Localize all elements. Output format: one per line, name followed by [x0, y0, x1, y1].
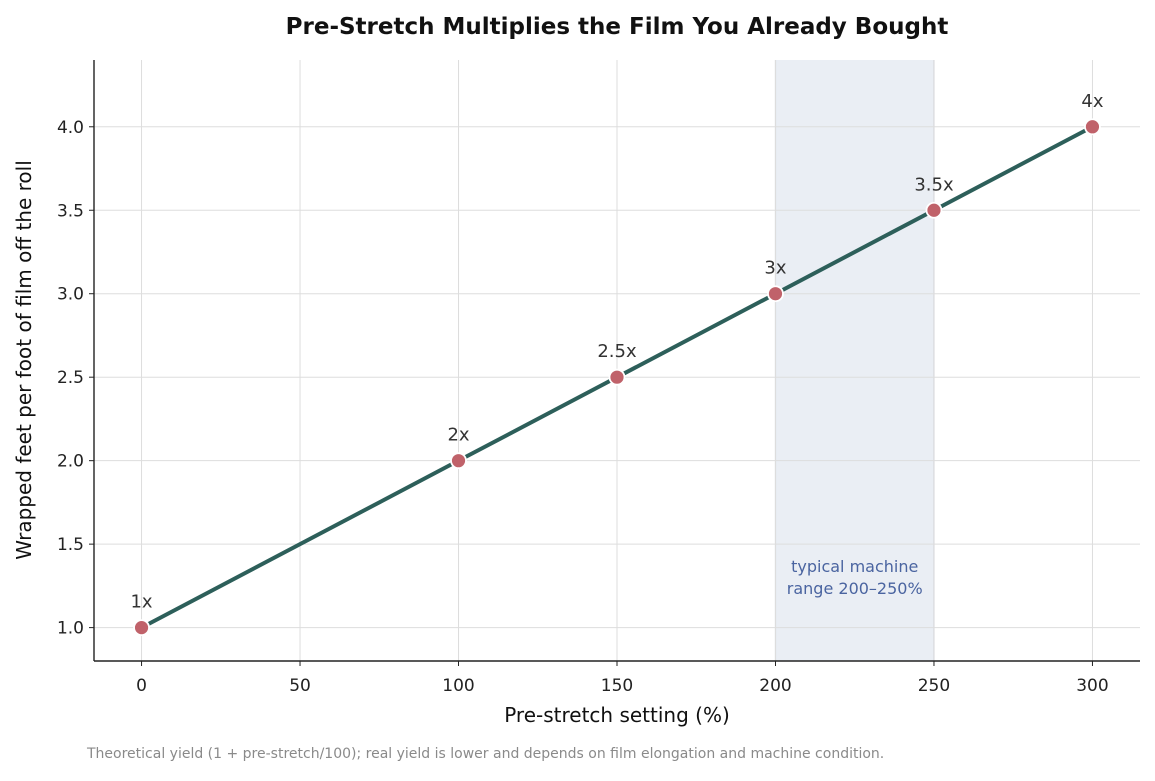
- y-axis-label: Wrapped feet per foot of film off the ro…: [12, 160, 36, 560]
- x-tick-label: 0: [136, 676, 147, 696]
- x-axis-label: Pre-stretch setting (%): [504, 703, 730, 727]
- highlight-band: [775, 60, 934, 661]
- band-label: range 200–250%: [787, 579, 923, 598]
- y-tick-label: 1.5: [57, 535, 84, 555]
- x-tick-label: 100: [442, 676, 474, 696]
- data-label: 2x: [447, 425, 469, 446]
- highlight-band-layer: typical machine range 200–250%: [774, 60, 935, 661]
- y-tick-label: 2.0: [57, 452, 84, 472]
- axes-layer: 0 50 100 150 200 250 300 1.0 1.5 2.0 2.5 3.0 3.5 4.0: [57, 60, 1140, 696]
- data-point: [450, 452, 467, 470]
- y-tick-label: 3.5: [57, 201, 84, 221]
- y-tick-label: 4.0: [57, 118, 84, 138]
- band-label: typical machine: [791, 557, 918, 576]
- y-tick-label: 2.5: [57, 368, 84, 388]
- chart-caption: Theoretical yield (1 + pre-stretch/100);…: [87, 746, 885, 762]
- data-point: [133, 619, 150, 637]
- data-point: [608, 368, 626, 386]
- series-line: [139, 124, 1095, 630]
- x-tick-label: 150: [601, 676, 633, 696]
- x-tick-label: 300: [1076, 676, 1108, 696]
- data-label: 3.5x: [914, 174, 954, 195]
- y-tick-label: 1.0: [57, 619, 84, 639]
- x-tick-label: 250: [918, 676, 950, 696]
- grid-layer: [94, 60, 1140, 661]
- y-tick-label: 3.0: [57, 285, 84, 305]
- data-label: 4x: [1081, 91, 1103, 112]
- data-label: 1x: [130, 592, 152, 613]
- data-point: [925, 201, 943, 219]
- x-tick-label: 50: [289, 676, 311, 696]
- data-point: [1084, 118, 1101, 136]
- data-label: 2.5x: [597, 341, 637, 362]
- data-label: 3x: [764, 258, 786, 279]
- data-point: [767, 285, 784, 303]
- series-layer: [133, 118, 1101, 637]
- x-tick-label: 200: [759, 676, 791, 696]
- chart-title: Pre-Stretch Multiplies the Film You Alre…: [286, 14, 949, 40]
- data-label-layer: 1x 2x 2.5x 3x 3.5x 4x: [130, 91, 1103, 613]
